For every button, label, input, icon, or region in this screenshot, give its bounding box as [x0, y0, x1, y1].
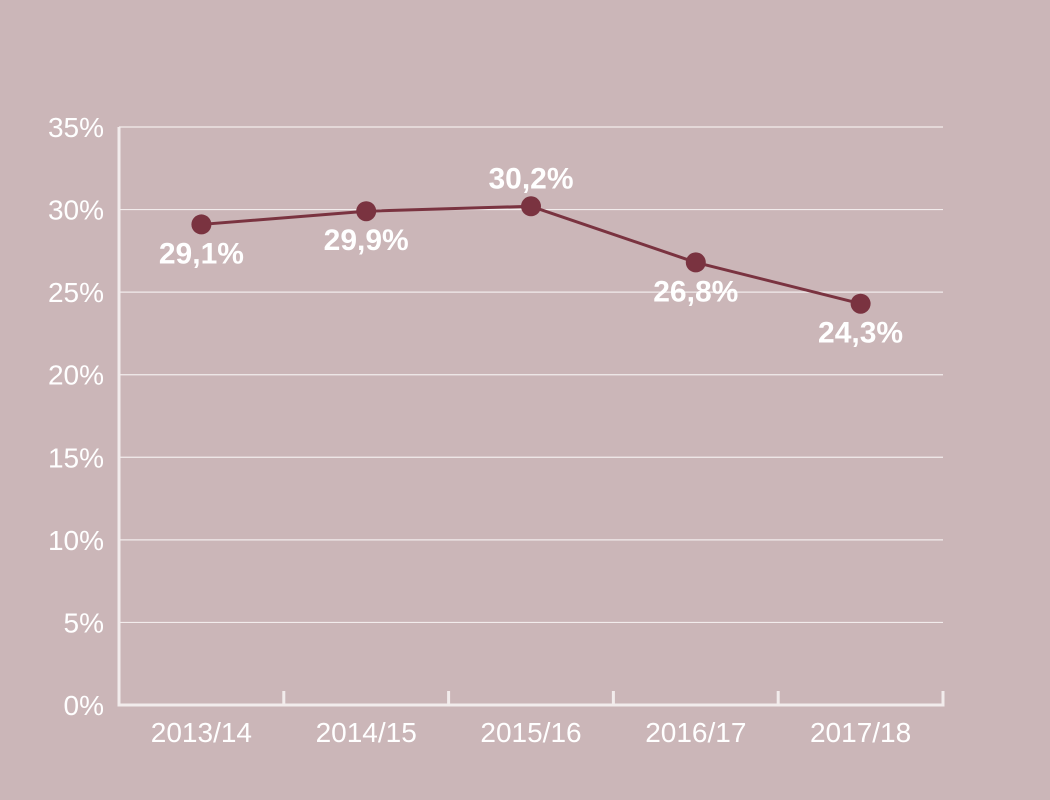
data-labels: 29,1% 29,9% 30,2% 26,8% 24,3% — [159, 162, 903, 349]
data-label: 30,2% — [488, 162, 573, 195]
y-tick-label: 35% — [48, 112, 104, 143]
data-point — [191, 214, 212, 235]
data-point — [685, 252, 706, 273]
x-tick-label: 2015/16 — [480, 717, 581, 748]
data-label: 24,3% — [818, 317, 903, 350]
x-tick-label: 2016/17 — [645, 717, 746, 748]
y-tick-label: 25% — [48, 277, 104, 308]
data-points — [191, 196, 871, 314]
y-tick-label: 0% — [64, 690, 104, 721]
y-tick-label: 5% — [64, 607, 104, 638]
axes — [117, 127, 945, 707]
y-tick-label: 15% — [48, 442, 104, 473]
data-label: 29,1% — [159, 237, 244, 270]
y-tick-label: 10% — [48, 525, 104, 556]
x-tick-label: 2014/15 — [316, 717, 417, 748]
data-point — [850, 293, 871, 314]
data-label: 26,8% — [653, 275, 738, 308]
x-tick-label: 2017/18 — [810, 717, 911, 748]
series-polyline — [201, 204, 861, 306]
series-line — [201, 204, 861, 306]
data-point — [521, 196, 541, 217]
data-point — [356, 201, 377, 222]
y-tick-label: 30% — [48, 195, 104, 226]
y-axis-tick-labels: 0% 5% 10% 15% 20% 25% 30% 35% — [48, 112, 104, 721]
x-axis-tick-labels: 2013/14 2014/15 2015/16 2016/17 2017/18 — [151, 717, 911, 748]
data-label: 29,9% — [324, 224, 409, 257]
y-tick-label: 20% — [48, 360, 104, 391]
x-tick-label: 2013/14 — [151, 717, 252, 748]
